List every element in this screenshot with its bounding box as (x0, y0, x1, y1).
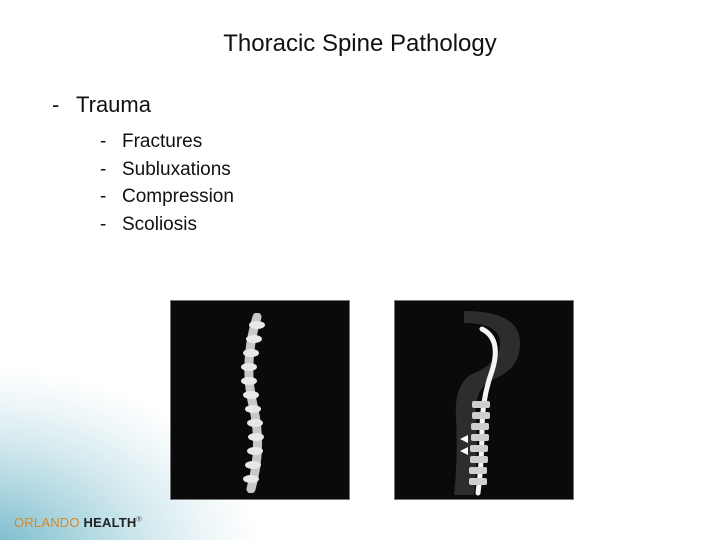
bullet-dash: - (100, 156, 122, 184)
bullet-text: Compression (122, 186, 234, 207)
bullet-text: Fractures (122, 131, 202, 152)
brand-logo: ORLANDO HEALTH® (14, 515, 142, 530)
bullet-level2: -Compression (100, 183, 234, 211)
bullet-level2: -Scoliosis (100, 211, 234, 239)
bullet-dash: - (100, 211, 122, 239)
bullet-level1: -Trauma (52, 92, 234, 118)
slide-title: Thoracic Spine Pathology (0, 30, 720, 58)
bullet-level2: -Subluxations (100, 156, 234, 184)
medical-image-mri (394, 300, 574, 500)
spine-illustration-icon (424, 309, 544, 497)
bullet-dash: - (100, 128, 122, 156)
bullet-text: Trauma (76, 92, 151, 117)
logo-part2: HEALTH (84, 515, 137, 530)
medical-image-ct (170, 300, 350, 500)
bullet-level2: -Fractures (100, 128, 234, 156)
logo-trademark: ® (136, 517, 141, 524)
bullet-text: Scoliosis (122, 214, 197, 235)
bullet-list: -Trauma -Fractures -Subluxations -Compre… (52, 92, 234, 238)
bullet-text: Subluxations (122, 159, 231, 180)
logo-part1: ORLANDO (14, 515, 80, 530)
image-row (170, 300, 574, 500)
bullet-dash: - (100, 183, 122, 211)
bullet-dash: - (52, 92, 76, 118)
spine-illustration-icon (237, 313, 291, 493)
